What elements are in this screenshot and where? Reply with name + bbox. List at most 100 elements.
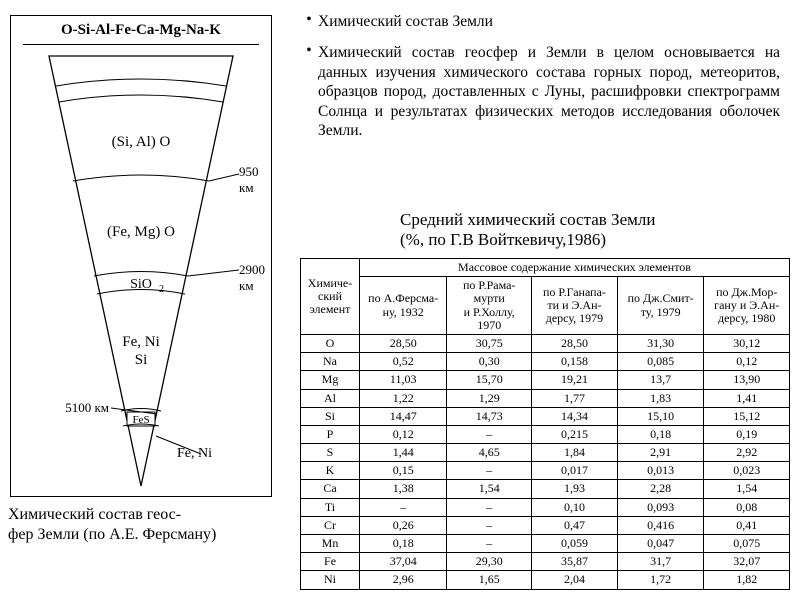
cell-element: S bbox=[301, 444, 360, 462]
bullet-dot-icon: • bbox=[300, 43, 318, 140]
cell-value: 2,92 bbox=[704, 444, 790, 462]
cell-value: 0,013 bbox=[617, 462, 704, 480]
svg-text:SiO: SiO bbox=[130, 277, 152, 292]
cell-element: Fe bbox=[301, 553, 360, 571]
table-row: K0,15–0,0170,0130,023 bbox=[301, 462, 790, 480]
cell-value: 0,26 bbox=[360, 516, 447, 534]
diagram-divider bbox=[23, 44, 259, 45]
wedge-chart: (Si, Al) O (Fe, Mg) O SiO2 Fe, Ni Si FeS… bbox=[41, 56, 241, 486]
depth-label-2900: 2900 км bbox=[239, 262, 265, 294]
data-table: Химиче-скийэлемент Массовое содержание х… bbox=[300, 258, 790, 590]
cell-element: P bbox=[301, 425, 360, 443]
cell-value: 35,87 bbox=[532, 553, 618, 571]
cell-value: 2,28 bbox=[617, 480, 704, 498]
cell-value: 14,47 bbox=[360, 407, 447, 425]
cell-value: 1,83 bbox=[617, 389, 704, 407]
cell-value: 15,70 bbox=[447, 371, 532, 389]
header-element: Химиче-скийэлемент bbox=[301, 259, 360, 335]
cell-value: 19,21 bbox=[532, 371, 618, 389]
cell-value: 28,50 bbox=[360, 334, 447, 352]
cell-value: 0,19 bbox=[704, 425, 790, 443]
table-row: Ca1,381,541,932,281,54 bbox=[301, 480, 790, 498]
cell-value: 0,15 bbox=[360, 462, 447, 480]
cell-value: 1,84 bbox=[532, 444, 618, 462]
table-body: O28,5030,7528,5031,3030,12Na0,520,300,15… bbox=[301, 334, 790, 589]
col-header: по Р.Рама-муртии Р.Холлу,1970 bbox=[447, 277, 532, 335]
cell-value: 29,30 bbox=[447, 553, 532, 571]
table-title-line1: Средний химический состав Земли bbox=[400, 210, 655, 229]
svg-text:FeS: FeS bbox=[132, 414, 149, 426]
cell-value: 0,10 bbox=[532, 498, 618, 516]
depth-label-5100: 5100 км bbox=[63, 400, 109, 416]
cell-value: 1,41 bbox=[704, 389, 790, 407]
table-header-row: по А.Ферсма-ну, 1932 по Р.Рама-муртии Р.… bbox=[301, 277, 790, 335]
cell-value: 0,093 bbox=[617, 498, 704, 516]
composition-table: Химиче-скийэлемент Массовое содержание х… bbox=[300, 258, 790, 590]
cell-value: 0,047 bbox=[617, 535, 704, 553]
cell-value: 0,416 bbox=[617, 516, 704, 534]
col-header: по Р.Ганапа-ти и Э.Ан-дерсу, 1979 bbox=[532, 277, 618, 335]
cell-value: 0,08 bbox=[704, 498, 790, 516]
cell-value: 1,93 bbox=[532, 480, 618, 498]
cell-value: 15,12 bbox=[704, 407, 790, 425]
cell-value: 1,38 bbox=[360, 480, 447, 498]
table-row: Si14,4714,7314,3415,1015,12 bbox=[301, 407, 790, 425]
cell-value: 13,90 bbox=[704, 371, 790, 389]
cell-value: 31,30 bbox=[617, 334, 704, 352]
core-label: Fe, Ni bbox=[177, 446, 212, 462]
table-row: P0,12–0,2150,180,19 bbox=[301, 425, 790, 443]
diagram-caption-text: Химический состав геос-фер Земли (по А.Е… bbox=[8, 506, 216, 543]
cell-value: 30,12 bbox=[704, 334, 790, 352]
col-header: по Дж.Смит-ту, 1979 bbox=[617, 277, 704, 335]
cell-value: 2,04 bbox=[532, 571, 618, 589]
cell-value: 0,18 bbox=[360, 535, 447, 553]
cell-value: 0,41 bbox=[704, 516, 790, 534]
cell-value: 0,30 bbox=[447, 353, 532, 371]
cell-value: 1,77 bbox=[532, 389, 618, 407]
cell-element: Si bbox=[301, 407, 360, 425]
table-row: Na0,520,300,1580,0850,12 bbox=[301, 353, 790, 371]
cell-value: 13,7 bbox=[617, 371, 704, 389]
table-row: Fe37,0429,3035,8731,732,07 bbox=[301, 553, 790, 571]
bullet-item: • Химический состав геосфер и Земли в це… bbox=[300, 43, 780, 140]
cell-value: 0,158 bbox=[532, 353, 618, 371]
cell-value: 0,075 bbox=[704, 535, 790, 553]
table-title: Средний химический состав Земли (%, по Г… bbox=[400, 210, 780, 251]
cell-value: 14,34 bbox=[532, 407, 618, 425]
cell-value: 1,29 bbox=[447, 389, 532, 407]
svg-text:2: 2 bbox=[159, 284, 164, 295]
geosphere-diagram: O-Si-Al-Fe-Ca-Mg-Na-K (Si, Al) O (Fe, Mg… bbox=[10, 15, 272, 497]
cell-value: 1,82 bbox=[704, 571, 790, 589]
cell-value: 37,04 bbox=[360, 553, 447, 571]
cell-element: K bbox=[301, 462, 360, 480]
col-header: по Дж.Мор-гану и Э.Ан-дерсу, 1980 bbox=[704, 277, 790, 335]
cell-value: 1,54 bbox=[447, 480, 532, 498]
cell-value: – bbox=[447, 462, 532, 480]
bullet-text: Химический состав Земли bbox=[318, 12, 780, 31]
cell-value: 0,085 bbox=[617, 353, 704, 371]
bullet-list: • Химический состав Земли • Химический с… bbox=[300, 12, 780, 152]
cell-element: Cr bbox=[301, 516, 360, 534]
cell-value: 0,023 bbox=[704, 462, 790, 480]
diagram-caption: Химический состав геос-фер Земли (по А.Е… bbox=[8, 505, 268, 545]
cell-element: Mn bbox=[301, 535, 360, 553]
table-row: Al1,221,291,771,831,41 bbox=[301, 389, 790, 407]
cell-value: 14,73 bbox=[447, 407, 532, 425]
cell-value: 30,75 bbox=[447, 334, 532, 352]
cell-value: 1,44 bbox=[360, 444, 447, 462]
cell-value: 0,12 bbox=[360, 425, 447, 443]
cell-value: 1,65 bbox=[447, 571, 532, 589]
cell-value: 0,059 bbox=[532, 535, 618, 553]
table-row: S1,444,651,842,912,92 bbox=[301, 444, 790, 462]
cell-value: 1,54 bbox=[704, 480, 790, 498]
svg-text:(Fe, Mg) O: (Fe, Mg) O bbox=[107, 224, 175, 240]
table-header-row: Химиче-скийэлемент Массовое содержание х… bbox=[301, 259, 790, 277]
cell-value: – bbox=[447, 425, 532, 443]
cell-element: O bbox=[301, 334, 360, 352]
cell-value: 15,10 bbox=[617, 407, 704, 425]
cell-element: Ni bbox=[301, 571, 360, 589]
table-title-line2: (%, по Г.В Войткевичу,1986) bbox=[400, 230, 606, 249]
table-row: Mg11,0315,7019,2113,713,90 bbox=[301, 371, 790, 389]
cell-value: 1,72 bbox=[617, 571, 704, 589]
cell-value: 1,22 bbox=[360, 389, 447, 407]
